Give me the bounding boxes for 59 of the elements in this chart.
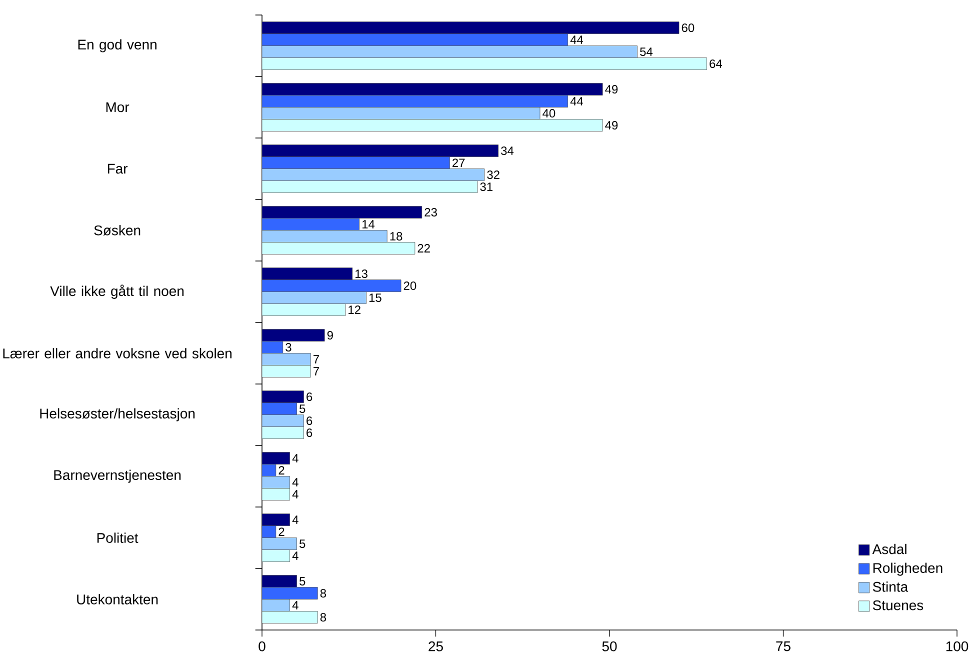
data-label: 22 — [418, 244, 430, 252]
data-label: 40 — [542, 109, 556, 118]
data-label: 6 — [306, 392, 312, 402]
data-label: 44 — [570, 36, 584, 44]
legend-label: Roligheden — [873, 562, 942, 576]
legend-label: Stinta — [872, 582, 908, 592]
data-label: 4 — [292, 490, 298, 498]
data-label: 27 — [452, 158, 465, 167]
x-tick-label: 75 — [776, 641, 790, 652]
data-label: 15 — [369, 294, 382, 302]
data-label: 5 — [300, 577, 306, 586]
legend-label: Stuenes — [872, 600, 924, 610]
data-label: 44 — [570, 97, 584, 106]
data-label: 7 — [314, 367, 319, 376]
data-label: 2 — [278, 528, 284, 536]
data-label: 32 — [487, 170, 500, 180]
data-label: 20 — [404, 282, 416, 290]
data-label: 6 — [306, 416, 312, 426]
y-tick-label: Barnevernstjenesten — [54, 470, 181, 483]
data-label: 13 — [356, 270, 368, 278]
y-tick-label: Far — [108, 164, 128, 174]
y-tick-label: Helsesøster/helsestasjon — [40, 408, 195, 422]
data-label: 34 — [501, 146, 514, 156]
data-label: 5 — [300, 540, 306, 548]
x-tick-label: 100 — [946, 641, 968, 652]
y-tick-label: Utekontakten — [77, 594, 158, 604]
y-tick-label: Ville ikke gått til noen — [50, 284, 184, 299]
data-label: 18 — [390, 232, 402, 241]
data-label: 4 — [292, 516, 298, 524]
y-tick-label: En god venn — [78, 39, 156, 52]
data-label: 14 — [362, 220, 375, 228]
data-label: 12 — [348, 306, 360, 314]
data-label: 8 — [320, 612, 326, 622]
x-tick-label: 50 — [602, 641, 617, 652]
x-tick-label: 25 — [428, 641, 443, 652]
y-tick-label: Mor — [106, 102, 130, 112]
legend-label: Asdal — [872, 544, 906, 554]
data-label: 4 — [292, 478, 298, 486]
data-label: 6 — [306, 428, 312, 438]
data-label: 7 — [314, 355, 319, 364]
data-label: 31 — [480, 182, 492, 192]
data-label: 49 — [605, 85, 618, 94]
data-label: 54 — [640, 48, 653, 56]
data-label: 3 — [286, 343, 292, 352]
x-tick-label: 0 — [258, 641, 266, 652]
data-label: 9 — [327, 331, 333, 340]
data-label: 49 — [605, 120, 618, 130]
data-label: 4 — [292, 454, 298, 462]
y-tick-label: Lærer eller andre voksne ved skolen — [3, 348, 232, 358]
data-label: 8 — [320, 589, 326, 598]
data-label: 4 — [292, 601, 298, 610]
data-label: 2 — [278, 466, 284, 474]
data-label: 64 — [710, 59, 722, 68]
data-label: 60 — [682, 24, 694, 32]
y-tick-label: Politiet — [97, 532, 138, 543]
data-label: 4 — [292, 552, 298, 560]
data-label: 23 — [424, 208, 437, 217]
data-label: 5 — [300, 404, 306, 413]
y-tick-label: Søsken — [94, 225, 140, 236]
